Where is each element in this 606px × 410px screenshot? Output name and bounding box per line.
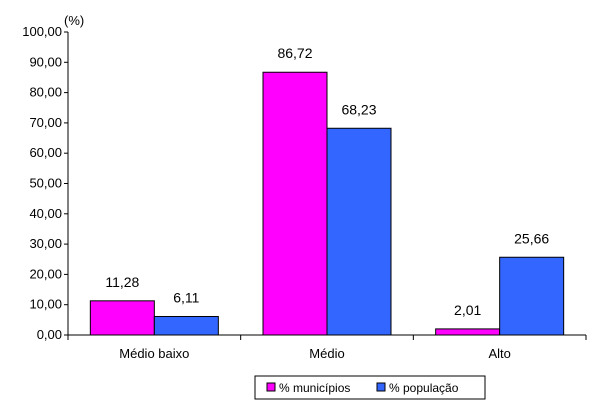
legend: % municípios % população	[254, 375, 486, 400]
y-unit-label: (%)	[64, 13, 84, 28]
data-label: 68,23	[341, 101, 376, 117]
x-category-label: Médio baixo	[119, 346, 189, 361]
data-label: 86,72	[277, 45, 312, 61]
bars-group	[89, 71, 565, 336]
bar-populacao	[153, 315, 219, 336]
legend-label: % população	[389, 381, 459, 395]
x-category-label: Alto	[488, 346, 510, 361]
data-label: 25,66	[514, 230, 549, 246]
x-category-label: Médio	[309, 346, 344, 361]
bar-populacao	[326, 127, 392, 336]
y-tick-label: 90,00	[29, 54, 62, 69]
y-tick-label: 30,00	[29, 236, 62, 251]
y-tick-label: 20,00	[29, 266, 62, 281]
x-axis-labels: Médio baixo Médio Alto	[67, 335, 587, 361]
y-tick-label: 0,00	[37, 327, 62, 342]
data-label: 2,01	[454, 302, 481, 318]
legend-swatch	[376, 382, 386, 392]
y-tick-label: 50,00	[29, 176, 62, 191]
y-tick-label: 80,00	[29, 85, 62, 100]
y-tick-label: 60,00	[29, 145, 62, 160]
y-tick-label: 40,00	[29, 206, 62, 221]
y-tick-label: 100,00	[22, 24, 62, 39]
y-axis-ticks: 0,00 10,00 20,00 30,00 40,00 50,00 60,00 70,00 8…	[22, 24, 68, 342]
legend-box	[254, 375, 486, 400]
legend-swatch	[266, 382, 276, 392]
data-labels-group: 11,28 6,11 86,72 68,23 2,01 25,66	[105, 45, 549, 318]
legend-label: % municípios	[279, 381, 350, 395]
data-label: 6,11	[173, 289, 199, 305]
bar-municipios	[89, 300, 155, 336]
data-label: 11,28	[105, 274, 139, 290]
bar-populacao	[499, 256, 565, 336]
y-tick-label: 70,00	[29, 115, 62, 130]
bar-municipios	[262, 71, 328, 336]
bar-municipios	[435, 328, 501, 336]
y-tick-label: 10,00	[29, 297, 62, 312]
